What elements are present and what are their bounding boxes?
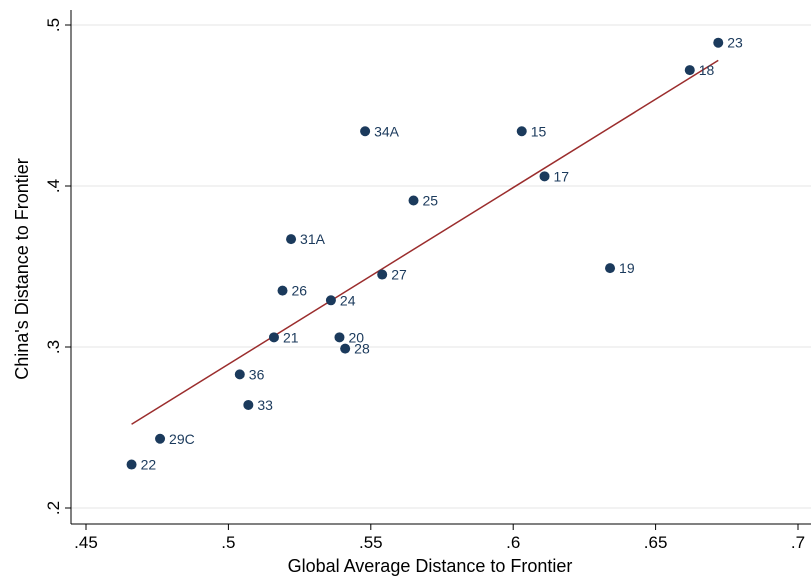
data-point: [516, 126, 527, 137]
x-tick-label: .7: [791, 533, 805, 552]
data-point: [234, 369, 245, 380]
data-point: [268, 332, 279, 343]
x-axis-ticks: .45 .5 .55 .6 .65 .7: [74, 524, 805, 552]
data-point: [377, 269, 388, 280]
data-point: [713, 37, 724, 48]
data-point-label: 23: [727, 35, 743, 51]
data-point: [539, 171, 550, 182]
data-point: [408, 195, 419, 206]
data-point: [325, 295, 336, 306]
data-point: [243, 399, 254, 410]
data-point: [360, 126, 371, 137]
data-point: [126, 459, 137, 470]
data-point-label: 24: [340, 292, 356, 308]
data-point-label: 33: [257, 397, 273, 413]
x-tick-label: .45: [74, 533, 98, 552]
data-point-label: 28: [354, 341, 370, 357]
fit-line: [131, 59, 719, 425]
data-point: [340, 343, 351, 354]
data-point: [155, 433, 166, 444]
data-point-label: 27: [391, 267, 407, 283]
y-tick-label: .3: [44, 340, 63, 354]
x-tick-label: .6: [506, 533, 520, 552]
data-point-label: 34A: [374, 123, 400, 139]
data-point-label: 20: [348, 329, 364, 345]
fit-line-group: [131, 59, 719, 425]
data-point: [334, 332, 345, 343]
data-point-label: 31A: [300, 231, 326, 247]
data-point-label: 18: [699, 62, 715, 78]
data-point-label: 36: [249, 366, 265, 382]
data-point: [286, 234, 297, 245]
axes: [70, 10, 811, 525]
data-point-label: 25: [423, 192, 439, 208]
y-tick-label: .4: [44, 179, 63, 193]
x-tick-label: .55: [359, 533, 383, 552]
data-point: [684, 65, 695, 76]
y-tick-label: .5: [44, 18, 63, 32]
x-tick-label: .5: [221, 533, 235, 552]
data-point: [605, 263, 616, 274]
data-point: [277, 285, 288, 296]
data-point-label: 17: [554, 168, 570, 184]
data-point-label: 29C: [169, 431, 195, 447]
data-point-label: 19: [619, 260, 635, 276]
gridlines: [71, 24, 811, 509]
data-point-label: 22: [141, 457, 157, 473]
x-axis-title: Global Average Distance to Frontier: [288, 556, 573, 576]
y-axis-title: China's Distance to Frontier: [12, 158, 32, 380]
x-tick-label: .65: [644, 533, 668, 552]
y-tick-label: .2: [44, 501, 63, 515]
data-point-label: 26: [292, 283, 308, 299]
data-point-label: 15: [531, 123, 547, 139]
y-axis-ticks: .2 .3 .4 .5: [44, 18, 71, 515]
data-point-label: 21: [283, 329, 299, 345]
